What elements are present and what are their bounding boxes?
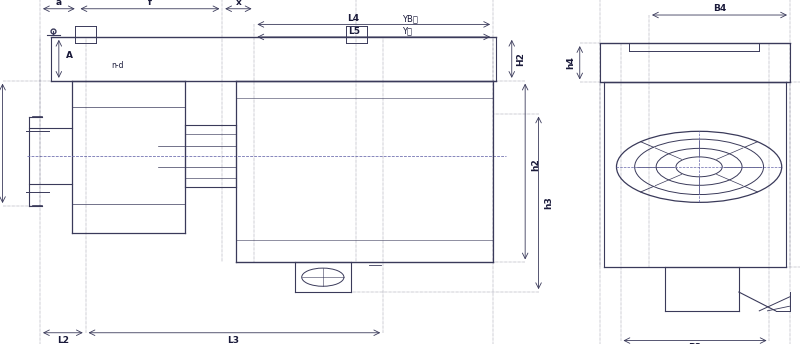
Text: a: a	[56, 0, 62, 7]
Text: h4: h4	[566, 56, 575, 69]
Text: L2: L2	[57, 335, 69, 344]
Text: L4: L4	[347, 14, 360, 23]
Text: n-d: n-d	[111, 61, 124, 69]
Text: B4: B4	[713, 4, 726, 13]
Text: A: A	[66, 51, 73, 60]
Text: h2: h2	[530, 158, 540, 171]
Text: L3: L3	[227, 335, 239, 344]
Text: L5: L5	[348, 26, 360, 35]
Text: YB型: YB型	[402, 14, 418, 23]
Text: H2: H2	[516, 52, 525, 66]
Text: Y型: Y型	[402, 26, 412, 35]
Text: x: x	[235, 0, 242, 7]
Text: h3: h3	[544, 196, 553, 209]
Text: B3: B3	[689, 343, 702, 344]
Text: f: f	[148, 0, 152, 7]
